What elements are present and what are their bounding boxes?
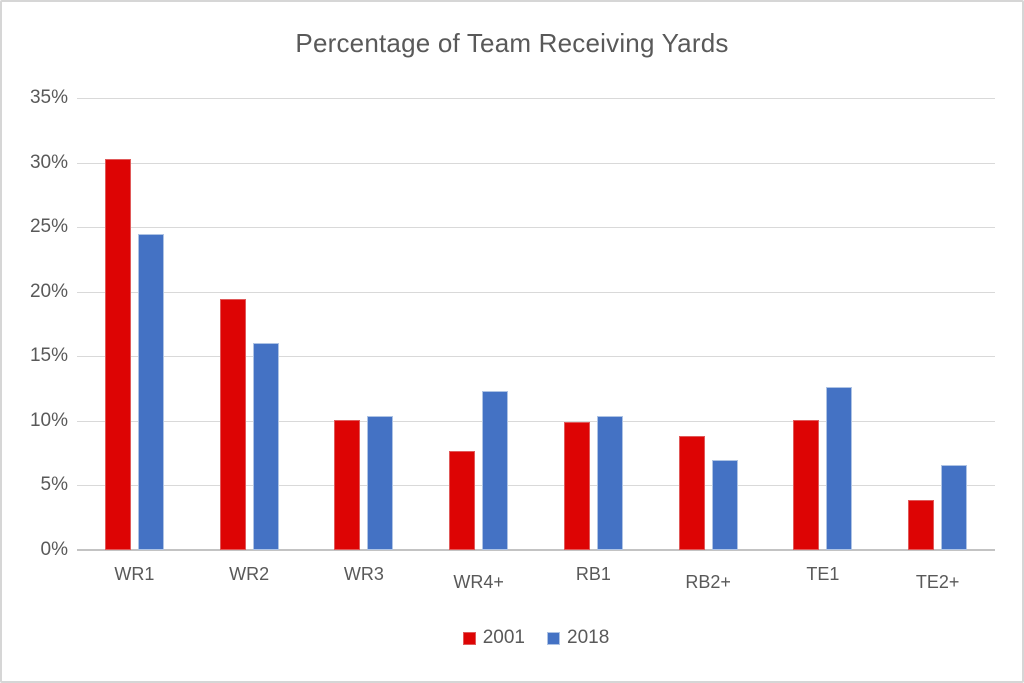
y-tick-label: 25% (29, 216, 68, 238)
x-category-label-TE2+: TE2+ (915, 572, 960, 592)
category-group-WR1 (77, 98, 192, 550)
plot-area (77, 98, 995, 551)
bar-2018-TE2+ (941, 464, 968, 550)
gridline (77, 291, 995, 293)
bar-2001-WR4+ (449, 450, 476, 550)
x-axis-line (77, 549, 995, 551)
bar-2018-TE1 (826, 387, 853, 550)
bar-2018-WR4+ (482, 391, 509, 550)
category-group-TE1 (766, 98, 881, 550)
x-category-label-WR2: WR2 (229, 564, 270, 584)
gridline (77, 420, 995, 422)
bar-2018-RB1 (596, 415, 623, 550)
y-tick-label: 0% (40, 539, 68, 560)
x-category-label-WR1: WR1 (114, 564, 155, 584)
gridline (77, 162, 995, 164)
x-category-label-RB2+: RB2+ (685, 572, 731, 592)
bar-2001-WR1 (104, 158, 131, 550)
bar-2018-WR1 (137, 233, 164, 550)
category-group-TE2+ (880, 98, 995, 550)
legend-label-2001: 2001 (482, 627, 525, 648)
legend-item-2001: 2001 (462, 627, 525, 649)
gridline (77, 98, 995, 99)
category-group-WR2 (192, 98, 307, 550)
legend-swatch-2018 (547, 631, 560, 645)
legend-label-2018: 2018 (567, 627, 610, 648)
y-tick-label: 20% (29, 280, 68, 302)
y-axis: 35% 30% 25% 20% 15% 10% 5% 0% (2, 87, 68, 560)
gridline (77, 356, 995, 358)
bar-groups (77, 98, 995, 550)
bar-2018-WR2 (252, 343, 279, 550)
bar-2001-RB1 (563, 422, 590, 550)
x-category-label-WR3: WR3 (343, 564, 384, 584)
chart-title: Percentage of Team Receiving Yards (295, 28, 729, 58)
y-tick-label: 5% (40, 474, 68, 496)
x-category-label-TE1: TE1 (806, 564, 840, 584)
bar-2001-WR2 (219, 299, 246, 550)
bar-2018-WR3 (367, 415, 394, 550)
x-category-label-WR4+: WR4+ (453, 572, 504, 592)
legend-swatch-2001 (462, 631, 476, 645)
bar-2001-WR3 (334, 419, 361, 550)
category-group-WR4+ (421, 98, 536, 550)
x-category-label-RB1: RB1 (575, 564, 611, 584)
bar-2001-RB2+ (678, 436, 705, 550)
y-tick-label: 35% (29, 87, 68, 108)
gridline (77, 227, 995, 229)
category-group-WR3 (307, 98, 422, 550)
x-axis-labels: WR1 WR2 WR3 WR4+ RB1 RB2+ TE1 TE2+ (77, 564, 995, 592)
gridline (77, 485, 995, 487)
y-tick-label: 15% (29, 345, 68, 367)
bar-2001-TE2+ (908, 499, 935, 550)
category-group-RB2+ (651, 98, 766, 550)
y-tick-label: 10% (29, 409, 68, 431)
legend-item-2018: 2018 (547, 627, 609, 649)
bar-2001-TE1 (793, 419, 820, 550)
y-tick-label: 30% (29, 151, 68, 173)
bar-2018-RB2+ (711, 459, 738, 550)
legend: 2001 2018 (77, 627, 995, 649)
category-group-RB1 (536, 98, 651, 550)
